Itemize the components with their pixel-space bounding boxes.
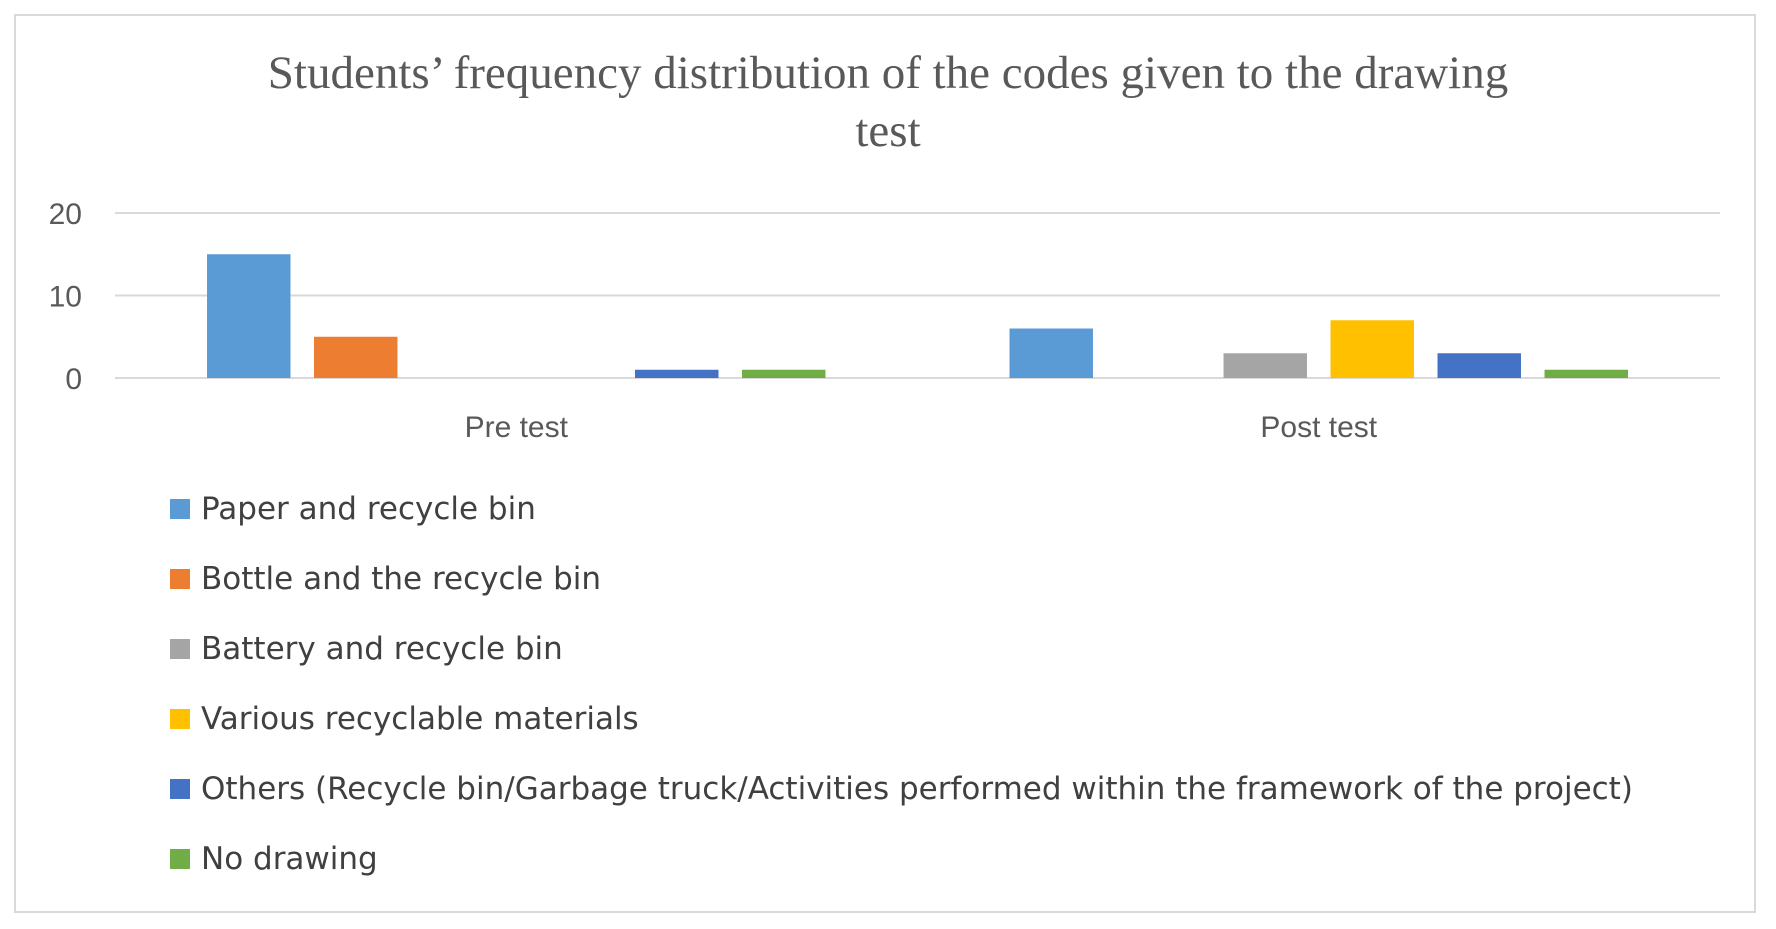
chart-frame — [14, 14, 1756, 913]
chart-title-line-1: Students’ frequency distribution of the … — [267, 47, 1509, 99]
legend-label: Battery and recycle bin — [201, 631, 563, 667]
legend-swatch — [170, 709, 190, 729]
legend-label: Paper and recycle bin — [201, 491, 536, 527]
legend-swatch — [170, 639, 190, 659]
legend-label: Others (Recycle bin/Garbage truck/Activi… — [201, 771, 1633, 807]
chart-title: Students’ frequency distribution of the … — [0, 44, 1776, 160]
y-tick-label: 0 — [65, 363, 82, 396]
legend-swatch — [170, 849, 190, 869]
legend-item: Battery and recycle bin — [170, 614, 1633, 684]
legend-label: Various recyclable materials — [201, 701, 639, 737]
bar-0-5 — [742, 369, 826, 378]
legend-swatch — [170, 569, 190, 589]
y-tick-label: 10 — [49, 281, 82, 314]
bar-0-0 — [207, 254, 291, 378]
legend-label: Bottle and the recycle bin — [201, 561, 602, 597]
chart-title-line-2: test — [855, 105, 921, 157]
bar-1-2 — [1223, 353, 1307, 378]
legend-item: Bottle and the recycle bin — [170, 544, 1633, 614]
legend-item: No drawing — [170, 824, 1633, 894]
chart-legend: Paper and recycle bin Bottle and the recy… — [170, 474, 1633, 894]
bar-0-1 — [314, 336, 398, 378]
bar-1-5 — [1544, 369, 1628, 378]
x-category-label: Post test — [1260, 411, 1377, 444]
bar-1-4 — [1437, 353, 1521, 378]
bar-chart-plot: 0 10 20 Pre test Post test — [49, 198, 1720, 444]
legend-item: Others (Recycle bin/Garbage truck/Activi… — [170, 754, 1633, 824]
bar-0-4 — [635, 369, 719, 378]
legend-swatch — [170, 499, 190, 519]
y-tick-label: 20 — [49, 198, 82, 231]
legend-item: Paper and recycle bin — [170, 474, 1633, 544]
bar-1-0 — [1009, 328, 1093, 378]
legend-item: Various recyclable materials — [170, 684, 1633, 754]
bar-1-3 — [1330, 320, 1414, 378]
legend-swatch — [170, 779, 190, 799]
legend-label: No drawing — [201, 841, 378, 877]
x-category-label: Pre test — [465, 411, 569, 444]
